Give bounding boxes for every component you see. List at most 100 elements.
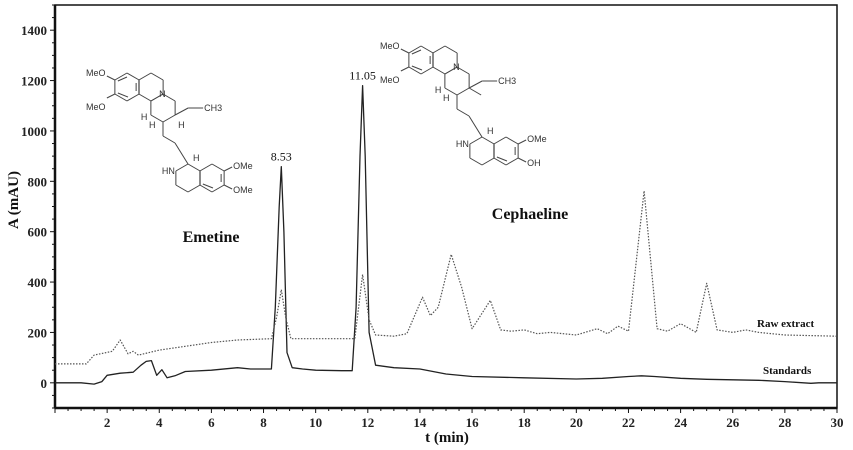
bond xyxy=(444,66,458,75)
bond xyxy=(420,66,434,75)
bond xyxy=(150,93,164,102)
bond xyxy=(456,66,470,75)
y-tick-label: 800 xyxy=(28,174,48,189)
bond xyxy=(175,163,189,172)
x-tick-label: 10 xyxy=(309,415,322,430)
x-tick-label: 2 xyxy=(104,415,111,430)
peak-labels: 8.53 11.05 xyxy=(271,69,376,164)
bond xyxy=(517,157,527,163)
bond xyxy=(211,184,225,193)
bond xyxy=(468,87,482,96)
bond xyxy=(223,166,233,172)
bond xyxy=(432,45,446,54)
bond xyxy=(505,136,519,145)
y-tick-label: 1200 xyxy=(21,74,47,89)
x-tick-label: 6 xyxy=(208,415,215,430)
bond xyxy=(493,136,507,145)
atom-label: N xyxy=(159,89,166,99)
x-tick-label: 12 xyxy=(361,415,374,430)
peak-label: 8.53 xyxy=(271,150,292,164)
y-tick-label: 1400 xyxy=(21,23,47,38)
atom-label: H xyxy=(487,126,494,136)
y-axis-label: A (mAU) xyxy=(6,171,22,229)
bond xyxy=(517,139,527,145)
x-tick-label: 24 xyxy=(674,415,688,430)
atom-label: H xyxy=(141,112,148,122)
bond xyxy=(456,87,470,96)
atom-label: MeO xyxy=(380,75,400,85)
x-tick-label: 28 xyxy=(778,415,792,430)
atom-label: N xyxy=(453,62,460,72)
bond xyxy=(444,45,458,54)
series-line-raw-extract xyxy=(55,190,838,365)
atom-label: OMe xyxy=(527,134,547,144)
x-ticks: 2 4 6 8 10 12 14 16 18 20 22 24 26 28 30 xyxy=(54,408,844,430)
bond xyxy=(400,48,410,54)
x-tick-label: 18 xyxy=(518,415,532,430)
bond xyxy=(150,72,164,81)
x-tick-label: 26 xyxy=(726,415,740,430)
atom-label: HN xyxy=(456,139,469,149)
bond xyxy=(505,157,519,166)
bond xyxy=(481,136,495,145)
bond xyxy=(162,93,176,102)
bond xyxy=(199,184,213,193)
series-lines xyxy=(55,84,838,385)
bond xyxy=(117,76,128,82)
x-tick-label: 16 xyxy=(466,415,480,430)
bond xyxy=(468,80,483,89)
bond xyxy=(432,66,446,75)
bond xyxy=(187,184,201,193)
bond xyxy=(199,163,213,172)
bond xyxy=(408,66,422,75)
bond xyxy=(456,108,470,117)
x-tick-label: 20 xyxy=(570,415,583,430)
atom-label: MeO xyxy=(86,102,106,112)
bond xyxy=(174,142,189,165)
y-tick-label: 0 xyxy=(41,376,48,391)
bond xyxy=(126,93,140,102)
bond xyxy=(496,156,508,162)
atom-label: H xyxy=(193,153,200,163)
series-label-standards: Standards xyxy=(763,365,812,377)
atom-label: HN xyxy=(162,166,175,176)
atom-label: CH3 xyxy=(204,103,222,113)
x-tick-label: 22 xyxy=(622,415,635,430)
peak-label: 11.05 xyxy=(349,69,376,83)
bond xyxy=(469,136,483,145)
atom-label: MeO xyxy=(86,68,106,78)
bond xyxy=(420,45,434,54)
bond xyxy=(493,157,507,166)
bond xyxy=(211,163,225,172)
bond xyxy=(114,93,128,102)
bond xyxy=(400,66,410,72)
y-tick-label: 600 xyxy=(28,225,48,240)
y-tick-label: 1000 xyxy=(21,124,47,139)
bond xyxy=(481,157,495,166)
bond xyxy=(187,163,201,172)
atom-label: H xyxy=(443,93,450,103)
x-tick-label: 4 xyxy=(156,415,163,430)
atom-label: H xyxy=(435,85,442,95)
bond xyxy=(444,87,458,96)
atom-label: H xyxy=(149,120,156,130)
atom-label: OMe xyxy=(233,185,253,195)
series-label-raw-extract: Raw extract xyxy=(757,318,814,330)
atom-label: MeO xyxy=(380,41,400,51)
bond xyxy=(162,114,176,123)
atom-label: H xyxy=(178,120,185,130)
bond xyxy=(106,75,116,81)
bond xyxy=(138,93,152,102)
bond xyxy=(202,183,214,189)
x-tick-label: 8 xyxy=(260,415,267,430)
bond xyxy=(126,72,140,81)
y-tick-label: 400 xyxy=(28,275,48,290)
x-tick-label: 30 xyxy=(831,415,844,430)
x-tick-label: 14 xyxy=(413,415,427,430)
bond xyxy=(469,157,483,166)
bond xyxy=(138,72,152,81)
atom-label: OH xyxy=(527,158,541,168)
emetine-name: Emetine xyxy=(183,229,240,246)
